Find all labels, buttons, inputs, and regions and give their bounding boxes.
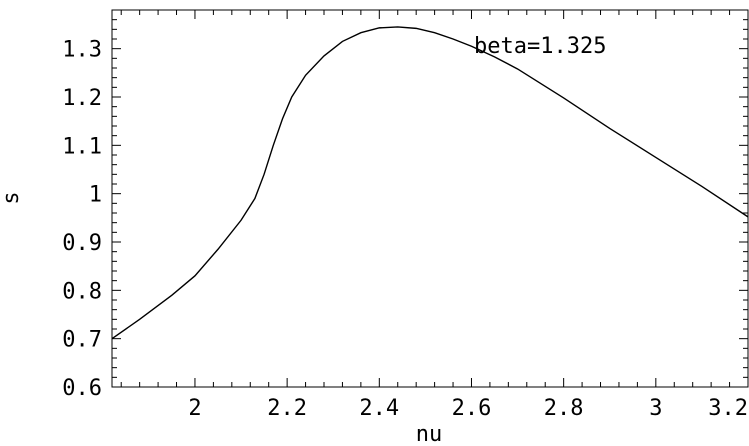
x-tick-label: 2 — [188, 396, 201, 421]
y-tick-label: 1.2 — [62, 86, 102, 111]
y-tick-label: 0.6 — [62, 376, 102, 401]
y-tick-label: 1 — [89, 183, 102, 208]
y-tick-label: 0.7 — [62, 328, 102, 353]
ticks-layer — [112, 9, 749, 388]
x-axis-title: nu — [416, 422, 443, 446]
y-tick-label: 0.8 — [62, 279, 102, 304]
x-tick-label: 2.6 — [452, 396, 492, 421]
plot-frame — [111, 9, 749, 388]
x-tick-label: 2.2 — [267, 396, 307, 421]
y-tick-label: 0.9 — [62, 231, 102, 256]
x-tick-label: 3 — [649, 396, 662, 421]
y-tick-label: 1.3 — [62, 38, 102, 63]
annotation-beta: beta=1.325 — [474, 34, 606, 59]
x-tick-label: 2.8 — [544, 396, 584, 421]
x-tick-label: 3.2 — [708, 396, 748, 421]
x-tick-label: 2.4 — [359, 396, 399, 421]
y-tick-label: 1.1 — [62, 134, 102, 159]
tick-labels-layer: 2 2.2 2.4 2.6 2.8 3 3.2 0.6 0.7 0.8 0.9 1 1.1 1.2 1.3 — [62, 38, 748, 421]
y-axis-title: s — [0, 191, 24, 204]
series-line — [111, 26, 749, 340]
